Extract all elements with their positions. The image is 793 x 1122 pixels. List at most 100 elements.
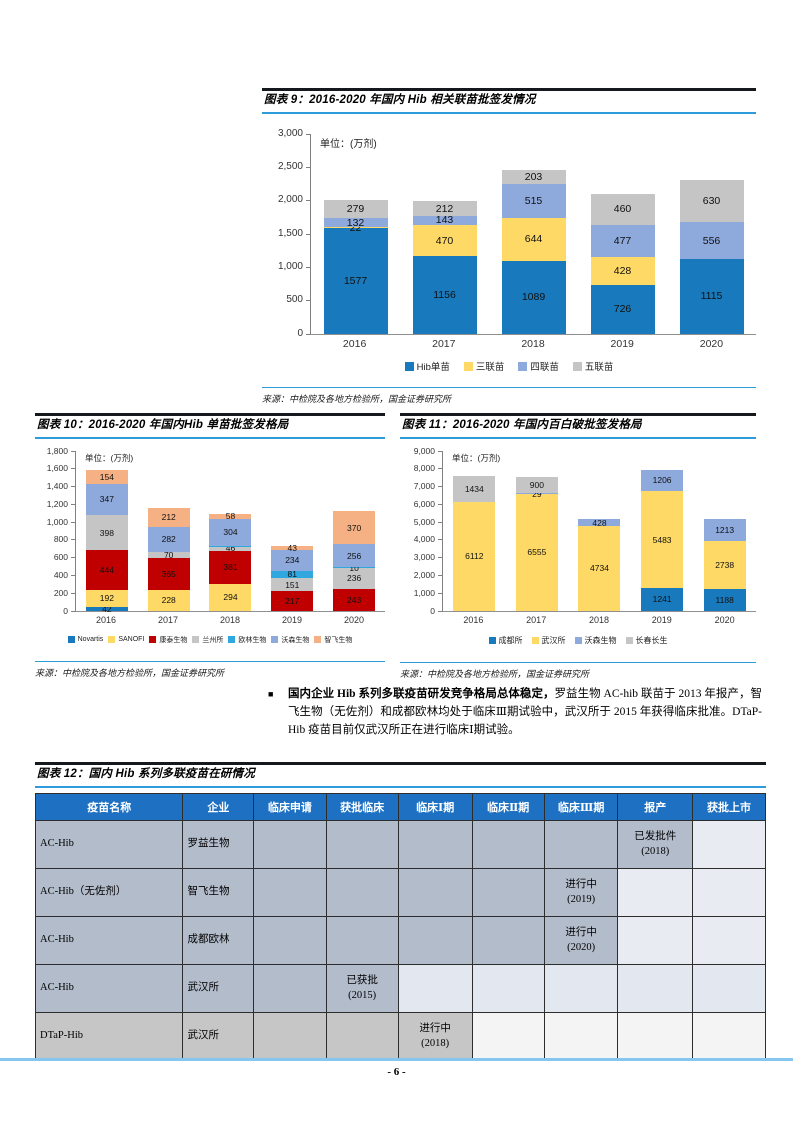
segment-成都所: 1188 [703,589,746,611]
table-cell [543,819,619,869]
segment-四联苗: 515 [501,183,566,218]
legend-swatch [314,636,322,643]
table-cell [471,1011,545,1061]
segment-value-label: 279 [346,202,365,215]
y-tick-label: 600 [53,551,68,562]
legend-item: 兰州所 [192,635,223,645]
segment-value-label: 644 [524,233,543,246]
table-cell [471,915,545,965]
table-cell: 进行中 (2019) [543,867,619,917]
legend-swatch [518,361,528,371]
segment-五联苗: 460 [590,194,655,225]
y-tick-label: 0 [297,327,303,339]
pipeline-table: 疫苗名称 企业 临床申请 获批临床 临床Ⅰ期 临床Ⅱ期 临床Ⅲ期 报产 获批上市 AC-Hib 罗益… [34,792,767,1061]
table-cell: 已发批件 (2018) [617,819,693,869]
legend-item: SANOFI [108,636,144,643]
segment-长春长生: 900 [515,477,558,494]
y-tick-mark [438,610,442,612]
bar-slot-2019: 726 428 477 460 [578,134,667,334]
segment-Novartis: 42 [85,604,128,612]
legend-item: Novartis [67,636,103,643]
y-tick-label: 800 [53,534,68,545]
table-cell [617,963,693,1013]
y-tick-mark [306,300,310,302]
segment-康泰生物: 444 [85,550,128,590]
y-tick-label: 1,800 [46,445,68,456]
x-axis-label: 2017 [432,337,456,350]
segment-三联苗: 22 [323,222,388,232]
table-cell [325,819,399,869]
bar-2020: 1188 2738 1213 [703,519,746,611]
segment-value-label: 203 [524,170,543,183]
segment-value-label: 444 [99,564,114,575]
segment-value-label: 900 [529,480,544,491]
y-tick-mark [306,266,310,268]
segment-value-label: 726 [613,303,632,316]
segment-兰州所: 151 [271,577,314,592]
segment-value-label: 630 [702,194,721,207]
bar-2017: 228 365 70 282 212 [147,507,190,611]
segment-四联苗: 143 [412,215,477,226]
legend-swatch [271,636,279,643]
segment-value-label: 460 [613,203,632,216]
segment-智飞生物: 43 [271,544,314,552]
table-cell [397,963,473,1013]
segment-武汉所: 5483 [641,490,684,589]
bar-2017: 6555 29 900 [515,477,558,611]
figure-10-source: 来源：中检院及各地方检验所，国金证券研究所 [35,667,225,678]
segment-value-label: 154 [99,471,114,482]
legend-swatch [228,636,236,643]
table-cell [253,867,327,917]
segment-沃森生物: 1213 [703,519,746,541]
legend-label: 欧林生物 [238,636,267,644]
segment-SANOFI: 228 [147,590,190,611]
table-cell: 武汉所 [182,1011,255,1061]
segment-康泰生物: 217 [271,591,314,611]
segment-武汉所: 6112 [453,501,496,611]
x-axis-label: 2018 [521,337,545,350]
bar-2019: 726 428 477 460 [590,194,655,334]
segment-智飞生物: 154 [85,470,128,485]
y-tick-label: 1,000 [413,587,435,598]
bar-slot-2017: 228 365 70 282 212 [138,451,200,611]
y-tick-mark [306,233,310,235]
y-tick-label: 7,000 [413,480,435,491]
y-tick-mark [438,450,442,452]
x-axis-label: 2020 [343,614,365,625]
y-tick-label: 0 [63,605,68,616]
segment-SANOFI: 294 [209,584,252,611]
segment-value-label: 1434 [464,483,484,494]
table-row: AC-Hib 成都欧林 进行中 (2020) [34,915,767,965]
segment-康泰生物: 365 [147,557,190,591]
legend-item: 武汉所 [531,635,566,646]
y-tick-mark [438,557,442,559]
bar-2020: 1115 556 630 [679,180,744,334]
legend: Novartis SANOFI 康泰生物 兰州所 欧林生物 沃森生物 智飞生物 [35,635,385,645]
segment-value-label: 70 [163,549,174,560]
y-tick-label: 3,000 [277,127,303,139]
y-tick-label: 1,600 [46,463,68,474]
table-cell [471,819,545,869]
y-tick-label: 500 [286,294,303,306]
bar-2017: 1156 470 143 212 [412,201,477,334]
segment-欧林生物: 10 [333,563,376,571]
table-cell [325,867,399,917]
segment-value-label: 192 [99,593,114,603]
table-cell: 成都欧林 [182,915,255,965]
bar-2019: 217 151 81 234 43 [271,544,314,611]
figure-10-chart: 0 200 400 600 800 1,000 1,200 1,400 1,600 1,800 单位… [35,446,385,645]
y-tick-label: 5,000 [413,516,435,527]
segment-value-label: 46 [225,543,236,554]
footer-divider [0,1058,793,1061]
y-tick-label: 9,000 [413,445,435,456]
segment-value-label: 22 [349,221,362,234]
figure-9-chart: 0 500 1,000 1,500 2,000 2,500 3,000 单位：(万剂) 1577… [262,128,756,373]
segment-兰州所: 46 [209,544,252,552]
segment-三联苗: 644 [501,217,566,261]
legend-label: 五联苗 [584,362,614,373]
segment-欧林生物: 81 [271,570,314,578]
bar-slot-2018: 1089 644 515 203 [489,134,578,334]
legend-label: 沃森生物 [281,636,310,644]
legend-item: 长春长生 [625,635,668,646]
table-row: AC-Hib 武汉所 已获批 (2015) [34,963,767,1013]
